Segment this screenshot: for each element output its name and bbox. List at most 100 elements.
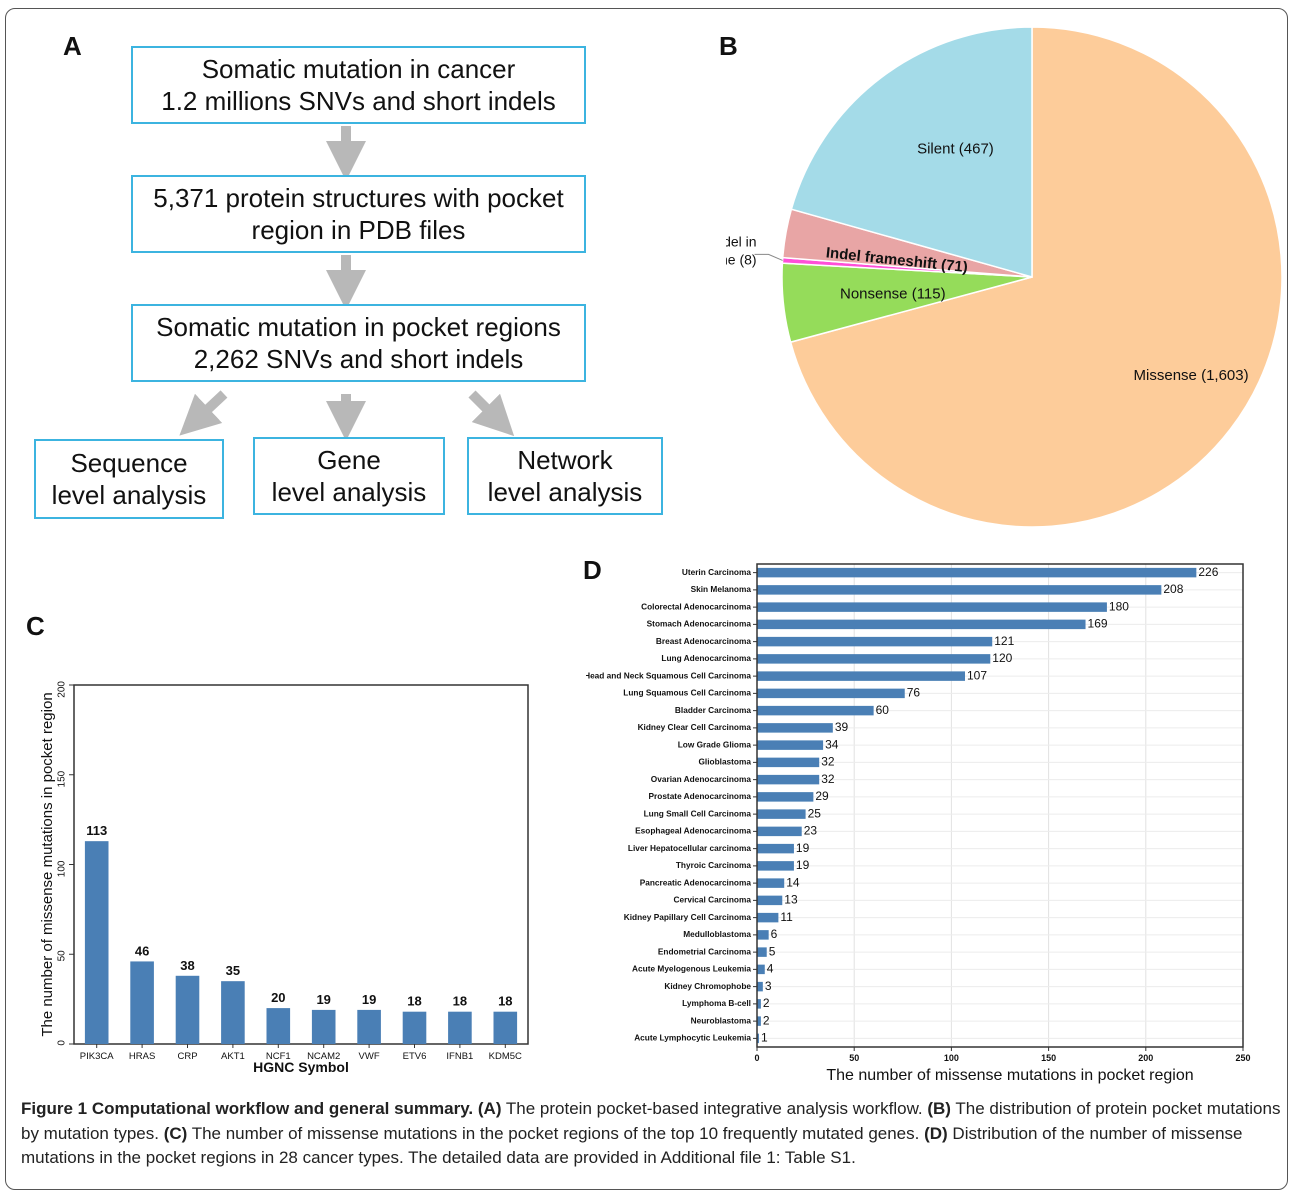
bar-value-label: 38 (180, 958, 194, 973)
y-tick-label: Neuroblastoma (691, 1015, 752, 1025)
bar (175, 975, 200, 1044)
y-tick-label: 50 (57, 950, 68, 962)
workflow-box-line: level analysis (487, 477, 643, 507)
y-tick-label: Cervical Carcinoma (674, 895, 752, 905)
caption-label-b: (B) (927, 1099, 951, 1118)
y-tick-label: Liver Hepatocellular carcinoma (628, 843, 752, 853)
bar-value-label: 32 (821, 772, 835, 786)
y-tick-label: Kidney Chromophobe (664, 981, 751, 991)
x-tick-label: CRP (177, 1051, 197, 1062)
bar-value-label: 18 (498, 994, 512, 1009)
figure-caption: Figure 1 Computational workflow and gene… (21, 1097, 1281, 1171)
pie-label: Missense (1,603) (1134, 367, 1249, 384)
x-tick-label: IFNB1 (446, 1051, 473, 1062)
panel-label-a: A (63, 31, 82, 61)
bar (493, 1011, 518, 1044)
x-tick-label: HRAS (129, 1051, 155, 1062)
bar (757, 567, 1197, 578)
bar (757, 774, 820, 785)
bar-value-label: 19 (796, 841, 810, 855)
y-tick-label: Lung Small Cell Carcinoma (644, 808, 752, 818)
x-tick-label: PIK3CA (80, 1051, 114, 1062)
workflow-box-sequence-level: Sequence level analysis (34, 439, 224, 519)
pie-label: Silent (467) (917, 140, 994, 157)
bar (757, 619, 1086, 630)
y-tick-label: Pancreatic Adenocarcinoma (640, 877, 752, 887)
y-tick-label: Low Grade Glioma (678, 739, 752, 749)
caption-label-c: (C) (163, 1123, 188, 1143)
bar-value-label: 5 (769, 944, 776, 958)
bar-value-label: 1 (761, 1031, 768, 1045)
bar-chart-genes: 0 50 100 150 200 113 PIK3CA 46 HRAS 38 CRP 35 AKT1 20… (39, 681, 529, 1075)
pie-slice (790, 26, 1033, 278)
x-tick-label: NCAM2 (307, 1051, 340, 1062)
bar-value-label: 14 (786, 875, 800, 889)
y-tick-label: Head and Neck Squamous Cell Carcinoma (586, 670, 751, 680)
bar-value-label: 39 (835, 720, 849, 734)
bar-value-label: 76 (907, 686, 921, 700)
bar-value-label: 3 (765, 979, 772, 993)
x-tick-label: NCF1 (266, 1051, 291, 1062)
x-tick-label: 200 (1138, 1053, 1153, 1063)
bar-value-label: 18 (453, 994, 467, 1009)
x-tick-label: AKT1 (221, 1051, 245, 1062)
caption-text-a: The protein pocket-based integrative ana… (501, 1099, 928, 1118)
bar (757, 981, 763, 992)
workflow-box-line: 2,262 SNVs and short indels (193, 344, 524, 374)
bar (757, 654, 991, 664)
y-tick-label: Endometrial Carcinoma (658, 946, 752, 956)
y-tick-label: Colorectal Adenocarcinoma (641, 601, 751, 611)
caption-text-c: The number of missense mutations in the … (187, 1123, 925, 1143)
bar (757, 1033, 759, 1044)
x-tick-label: 50 (849, 1053, 859, 1063)
bar (757, 895, 783, 906)
y-tick-label: Ovarian Adenocarcinoma (651, 774, 752, 784)
x-tick-label: KDM5C (489, 1051, 522, 1062)
bar (757, 843, 794, 854)
bar (757, 671, 966, 681)
y-tick-label: 150 (57, 770, 68, 787)
workflow-arrows (179, 126, 515, 441)
y-axis-label: The number of missense mutations in pock… (39, 692, 56, 1036)
y-tick-label: Prostate Adenocarcinoma (648, 791, 751, 801)
bar-value-label: 29 (815, 789, 829, 803)
bar (757, 809, 806, 819)
caption-label-a: (A) (477, 1099, 502, 1118)
y-tick-label: Lung Adenocarcinoma (661, 653, 751, 663)
bar-value-label: 23 (804, 824, 818, 838)
caption-text-b: The distribution of protein pocket mutat… (21, 1099, 1281, 1143)
y-tick-label: Medulloblastoma (683, 929, 751, 939)
workflow-box-line: Somatic mutation in pocket regions (156, 311, 561, 342)
y-tick-label: Breast Adenocarcinoma (656, 636, 752, 646)
bar-value-label: 180 (1109, 599, 1129, 613)
bar (84, 841, 109, 1044)
y-tick-label: Uterin Carcinoma (682, 567, 752, 577)
bar-value-label: 2 (763, 1013, 770, 1027)
bar-value-label: 169 (1088, 617, 1108, 631)
bar (757, 930, 769, 940)
bar-value-label: 20 (271, 990, 285, 1005)
bar (757, 912, 779, 923)
workflow-box-somatic-mutation: Somatic mutation in cancer 1.2 millions S… (131, 46, 586, 124)
x-tick-label: VWF (359, 1051, 380, 1062)
workflow-box-line: region in PDB files (251, 215, 466, 245)
bar (757, 705, 874, 716)
bar-value-label: 2 (763, 996, 770, 1010)
pie-label-line: frame (8) (726, 251, 757, 267)
bar (757, 740, 824, 750)
panel-label-d: D (583, 555, 602, 585)
bar (311, 1009, 336, 1044)
bar-value-label: 4 (767, 962, 774, 976)
y-tick-label: Bladder Carcinoma (675, 705, 751, 715)
x-axis-label: HGNC Symbol (253, 1059, 349, 1075)
x-tick-label: ETV6 (403, 1051, 427, 1062)
workflow-box-line: level analysis (271, 477, 427, 507)
y-tick-label: Esophageal Adenocarcinoma (635, 826, 751, 836)
bar-value-label: 19 (796, 858, 810, 872)
y-tick-label: Kidney Clear Cell Carcinoma (638, 722, 752, 732)
workflow-box-line: Gene (317, 444, 381, 475)
arrow-right (468, 390, 515, 437)
bar-value-label: 113 (86, 823, 107, 838)
bar-value-label: 19 (362, 992, 376, 1007)
